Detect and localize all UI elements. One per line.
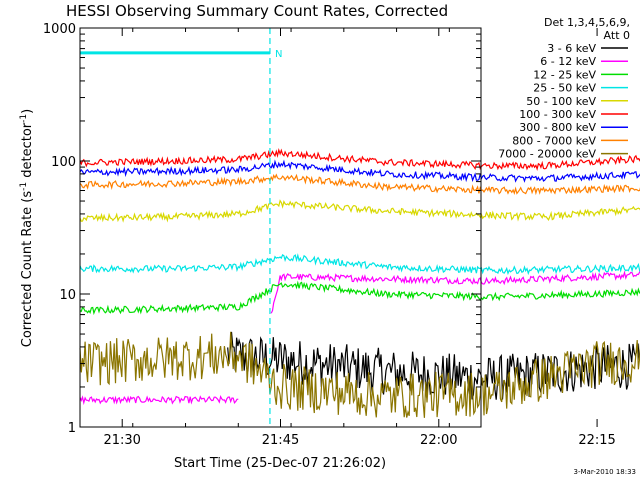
series-300-800-kev (79, 159, 640, 183)
x-tick-label: 22:00 (420, 433, 457, 448)
series-line (79, 199, 640, 223)
series-50-100-kev (79, 199, 640, 223)
chart-title: HESSI Observing Summary Count Rates, Cor… (66, 2, 448, 20)
legend-label: 6 - 12 keV (540, 55, 596, 68)
footer-date: 3-Mar-2010 18:33 (574, 468, 636, 476)
y-axis-label-end: ) (20, 109, 35, 114)
series-12-25-kev (79, 280, 640, 316)
series-3-6-kev (227, 331, 640, 400)
legend-header-1: Det 1,3,4,5,6,9, (544, 16, 630, 29)
y-axis-label-sup2: -1 (19, 114, 29, 123)
series-line (79, 331, 640, 418)
series-6-12-kev (79, 270, 640, 406)
y-tick-label: 100 (51, 155, 76, 170)
series-line (79, 147, 640, 171)
legend-label: 12 - 25 keV (533, 68, 596, 81)
legend-label: 800 - 7000 keV (512, 134, 596, 147)
legend-label: 300 - 800 keV (519, 121, 596, 134)
y-axis-label-sup1: -1 (19, 182, 29, 191)
series-800-7000-kev (79, 173, 640, 196)
data-layer: NS (79, 28, 640, 427)
y-tick-label: 10 (59, 288, 76, 303)
x-axis-label: Start Time (25-Dec-07 21:26:02) (174, 456, 386, 471)
series-line (79, 173, 640, 196)
y-tick-label: 1000 (43, 22, 76, 37)
svg-text:Corrected Count Rate (s-1 dete: Corrected Count Rate (s-1 detector-1) (19, 109, 35, 347)
y-tick-label: 1 (68, 421, 76, 436)
series-line (227, 331, 640, 400)
legend-label: 25 - 50 keV (533, 82, 596, 95)
y-axis-label-main: Corrected Count Rate (s (20, 191, 35, 348)
night-flag-label: N (275, 49, 282, 60)
series-line (79, 253, 640, 276)
series-line (79, 395, 239, 406)
legend-label: 100 - 300 keV (519, 108, 596, 121)
legend-header-2: Att 0 (604, 29, 630, 42)
series-100-300-kev (79, 147, 640, 171)
y-axis-label-mid: detector (20, 122, 35, 182)
y-axis-label: Corrected Count Rate (s-1 detector-1) (19, 109, 35, 347)
y-axis: 1 10 100 1000 (43, 22, 481, 436)
legend-label: 7000 - 20000 keV (498, 148, 596, 161)
series-7000-20000-kev (79, 331, 640, 418)
series-line (79, 159, 640, 183)
series-25-50-kev (79, 253, 640, 276)
series-line (79, 280, 640, 316)
legend-label: 50 - 100 keV (526, 95, 596, 108)
series-line (270, 270, 640, 314)
x-tick-label: 21:45 (262, 433, 299, 448)
legend-label: 3 - 6 keV (547, 42, 596, 55)
x-tick-label: 22:15 (578, 433, 615, 448)
x-tick-label: 21:30 (103, 433, 140, 448)
